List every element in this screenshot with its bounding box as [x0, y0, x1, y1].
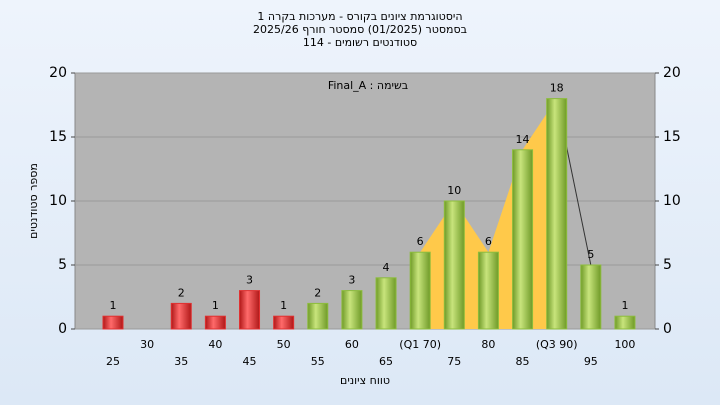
- bar: [204, 315, 226, 330]
- value-label: 14: [516, 133, 530, 146]
- bar: [409, 251, 431, 330]
- value-label: 1: [212, 299, 219, 312]
- x-tick-label: 95: [584, 355, 598, 368]
- bar: [375, 277, 397, 330]
- bar: [477, 251, 499, 330]
- y-tick-label: 15: [49, 129, 67, 145]
- bar: [580, 264, 602, 330]
- x-tick-label: 35: [174, 355, 188, 368]
- bar: [239, 290, 261, 330]
- value-label: 4: [383, 261, 390, 274]
- bar: [273, 315, 295, 330]
- x-tick-label: 60: [345, 338, 359, 351]
- value-label: 2: [178, 286, 185, 299]
- x-tick-label: 65: [379, 355, 393, 368]
- y-tick-label: 10: [49, 193, 67, 209]
- annotation: Final_A : בשימה: [328, 79, 408, 92]
- value-label: 1: [621, 299, 628, 312]
- x-tick-label: 40: [208, 338, 222, 351]
- y2-tick-label: 15: [663, 129, 681, 145]
- x-tick-label: 100: [614, 338, 635, 351]
- bar: [102, 315, 124, 330]
- y-axis-label: מספר סטודנטים: [27, 163, 40, 239]
- value-label: 3: [348, 274, 355, 287]
- y2-tick-label: 5: [663, 257, 672, 273]
- value-label: 6: [485, 235, 492, 248]
- x-axis-label: טווח ציונים: [340, 374, 390, 387]
- chart-title: היסטוגרמת ציונים בקורס - מערכות בקרה 1: [257, 10, 462, 23]
- x-tick-label: 55: [311, 355, 325, 368]
- bar: [307, 302, 329, 330]
- x-tick-label: 45: [243, 355, 257, 368]
- value-label: 1: [110, 299, 117, 312]
- bar: [546, 98, 568, 330]
- y2-tick-label: 10: [663, 193, 681, 209]
- y2-tick-label: 20: [663, 65, 681, 81]
- y-tick-label: 20: [49, 65, 67, 81]
- chart-subtitle: בסמסטר (01/2025) סמסטר חורף 2025/26: [253, 23, 467, 36]
- value-label: 10: [447, 184, 461, 197]
- value-label: 2: [314, 286, 321, 299]
- value-label: 3: [246, 274, 253, 287]
- x-tick-label: (Q1 70): [399, 338, 441, 351]
- chart-subtitle: סטודנטים רשומים - 114: [303, 36, 417, 49]
- value-label: 18: [550, 82, 564, 95]
- value-label: 6: [417, 235, 424, 248]
- y-tick-label: 0: [58, 321, 67, 337]
- bar: [443, 200, 465, 330]
- bar: [341, 290, 363, 330]
- bar: [170, 302, 192, 330]
- x-tick-label: 75: [447, 355, 461, 368]
- x-tick-label: 85: [516, 355, 530, 368]
- x-tick-label: 50: [277, 338, 291, 351]
- y2-tick-label: 0: [663, 321, 672, 337]
- value-label: 5: [587, 248, 594, 261]
- x-tick-label: 25: [106, 355, 120, 368]
- x-tick-label: 30: [140, 338, 154, 351]
- value-label: 1: [280, 299, 287, 312]
- y-tick-label: 5: [58, 257, 67, 273]
- x-tick-label: 80: [481, 338, 495, 351]
- x-tick-label: (Q3 90): [536, 338, 578, 351]
- bar: [614, 315, 636, 330]
- bar: [512, 149, 534, 330]
